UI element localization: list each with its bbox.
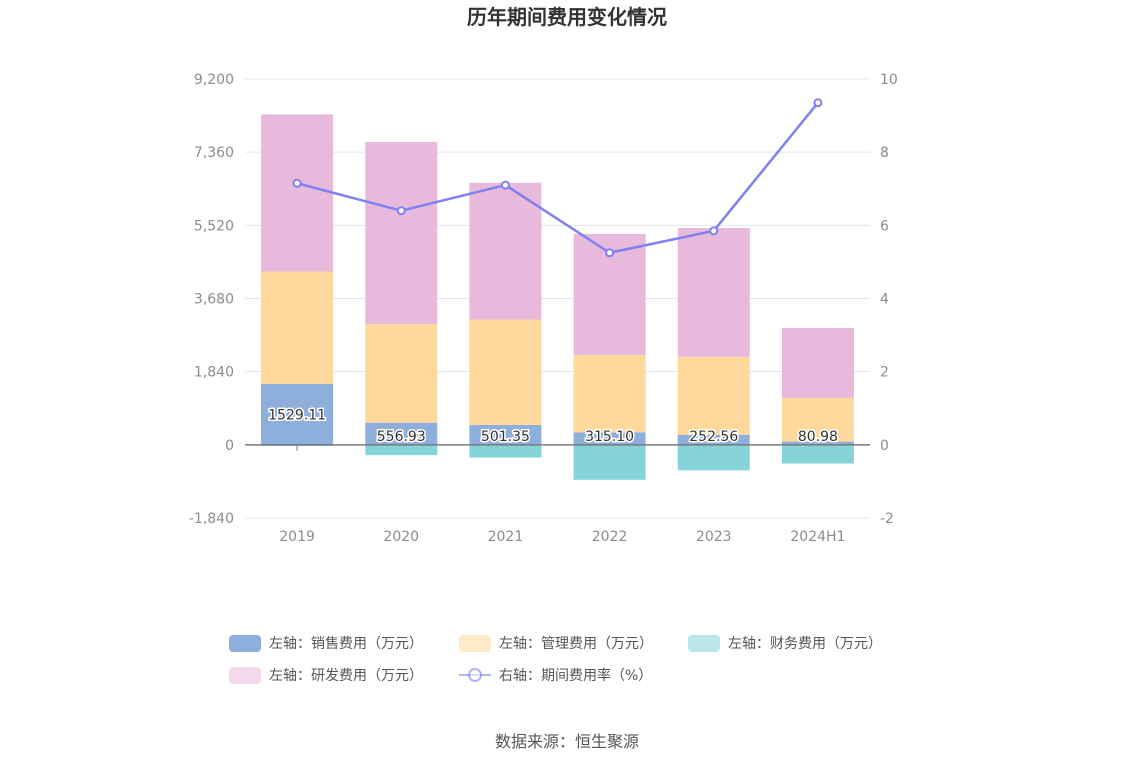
bar-segment — [365, 422, 438, 445]
grid-lines — [245, 78, 870, 519]
legend-swatch — [229, 635, 261, 652]
legend: 左轴：销售费用（万元） 左轴：管理费用（万元） 左轴：财务费用（万元） 左轴：研发费用… — [229, 635, 882, 684]
bar-segment — [469, 424, 542, 445]
left-tick-label: 1,840 — [194, 365, 234, 381]
line-point — [813, 98, 823, 108]
bar-segment — [469, 182, 542, 320]
bar-segment — [677, 434, 750, 445]
x-tick-label: 2021 — [488, 529, 524, 545]
expense-rate-line — [292, 98, 823, 258]
legend-swatch — [688, 635, 720, 652]
bar-segment — [573, 432, 646, 445]
right-axis: -2 0 2 4 6 8 10 — [880, 72, 898, 527]
left-tick-label: 9,200 — [194, 72, 234, 88]
bar-series — [261, 114, 854, 480]
bar-segment — [677, 356, 750, 435]
bar-segment — [365, 141, 438, 325]
x-axis: 2019 2020 2021 2022 2023 2024H1 — [279, 529, 845, 545]
bar-segment — [781, 444, 854, 464]
chart-title: 历年期间费用变化情况 — [467, 5, 667, 29]
bar-segment — [261, 384, 334, 445]
legend-swatch — [229, 667, 261, 684]
left-tick-label: 3,680 — [194, 292, 234, 308]
left-tick-label: 0 — [225, 438, 234, 454]
right-tick-label: -2 — [880, 511, 894, 527]
bar-segment — [677, 444, 750, 471]
legend-label: 左轴：管理费用（万元） — [499, 636, 653, 652]
x-tick-label: 2020 — [383, 529, 419, 545]
line-point — [500, 180, 510, 190]
line-point — [396, 206, 406, 216]
sales-data-label: 315.10 — [585, 429, 634, 445]
bar-segment — [261, 114, 334, 272]
x-tick-label: 2022 — [592, 529, 628, 545]
right-tick-label: 10 — [880, 72, 898, 88]
bar-segment — [365, 444, 438, 456]
bar-segment — [469, 319, 542, 425]
line-path — [296, 101, 819, 255]
legend-swatch — [459, 635, 491, 652]
sales-data-label: 1529.11 — [268, 407, 326, 423]
right-tick-label: 4 — [880, 292, 889, 308]
bar-segment — [261, 271, 334, 385]
left-axis: -1,840 0 1,840 3,680 5,520 7,360 9,200 — [189, 72, 234, 527]
source-note: 数据来源：恒生聚源 — [495, 732, 639, 751]
legend-marker — [468, 668, 482, 682]
legend-label: 左轴：研发费用（万元） — [269, 668, 423, 684]
bar-segment — [573, 444, 646, 480]
right-tick-label: 2 — [880, 365, 889, 381]
x-tick-label: 2024H1 — [790, 529, 845, 545]
sales-data-label: 501.35 — [481, 429, 530, 445]
legend-label: 左轴：销售费用（万元） — [269, 636, 423, 652]
right-tick-label: 6 — [880, 218, 889, 234]
line-point — [709, 226, 719, 236]
left-tick-label: 5,520 — [194, 218, 234, 234]
right-tick-label: 0 — [880, 438, 889, 454]
line-point — [292, 178, 302, 188]
x-tick-label: 2019 — [279, 529, 315, 545]
bar-segment — [677, 228, 750, 357]
right-tick-label: 8 — [880, 145, 889, 161]
sales-data-label: 80.98 — [798, 429, 838, 445]
left-tick-label: 7,360 — [194, 145, 234, 161]
sales-data-label: 556.93 — [377, 429, 426, 445]
zero-baseline — [245, 444, 870, 451]
left-tick-label: -1,840 — [189, 511, 234, 527]
bar-segment — [365, 324, 438, 423]
bar-segment — [781, 327, 854, 398]
line-point — [605, 248, 615, 258]
data-labels: 1529.11 556.93 501.35 315.10 252.56 80.98 — [267, 406, 840, 446]
bar-segment — [781, 441, 854, 445]
bar-segment — [469, 444, 542, 458]
bar-segment — [573, 355, 646, 433]
x-tick-label: 2023 — [696, 529, 732, 545]
bar-segment — [781, 397, 854, 442]
legend-label: 右轴：期间费用率（%） — [499, 667, 652, 684]
sales-data-label: 252.56 — [689, 429, 738, 445]
legend-label: 左轴：财务费用（万元） — [728, 636, 882, 652]
